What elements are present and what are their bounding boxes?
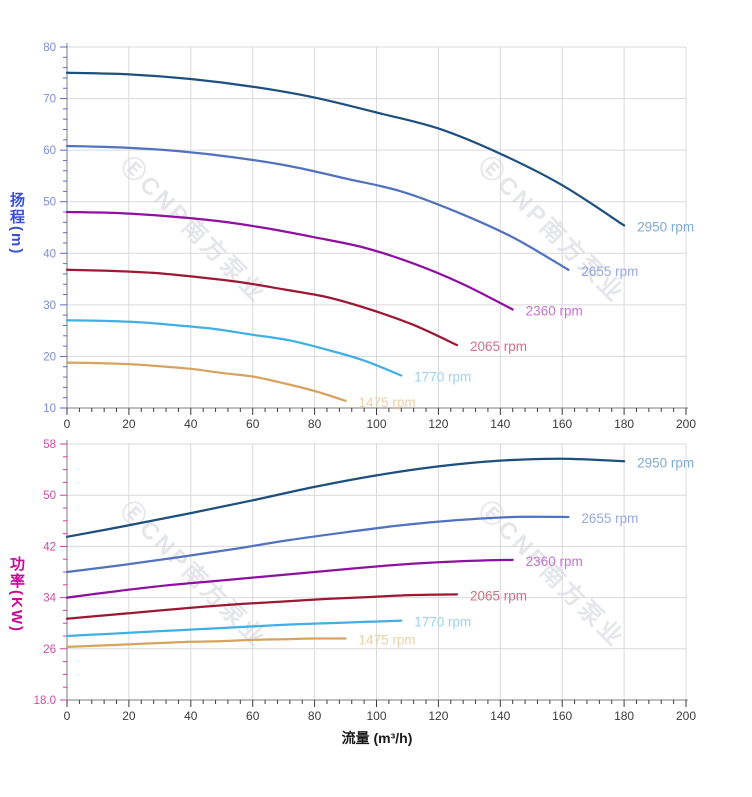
x-tick-label: 60 [246, 417, 260, 431]
y-tick-label: 26 [43, 644, 56, 656]
x-tick-label: 20 [122, 417, 136, 431]
x-tick-label: 180 [614, 417, 634, 431]
curve-label-1475-rpm: 1475 rpm [359, 633, 416, 648]
curve-label-1770-rpm: 1770 rpm [414, 615, 471, 630]
x-tick-label: 200 [676, 709, 696, 723]
curve-label-2655-rpm: 2655 rpm [581, 264, 638, 279]
head-axis-title: 扬程(m) [8, 192, 25, 256]
x-tick-label: 160 [552, 417, 572, 431]
y-tick-label: 40 [43, 248, 56, 260]
power-axis-title-text: 功率 [8, 556, 25, 590]
x-tick-label: 40 [184, 709, 198, 723]
curve-1475-rpm [65, 361, 347, 402]
x-tick-label: 120 [428, 417, 448, 431]
x-tick-label: 140 [490, 417, 510, 431]
curve-2655-rpm [65, 515, 570, 574]
curve-label-1475-rpm: 1475 rpm [359, 395, 416, 410]
x-tick-label: 100 [366, 417, 386, 431]
curve-2950-rpm [65, 457, 626, 538]
y-tick-label: 20 [43, 351, 56, 363]
x-tick-label: 180 [614, 709, 634, 723]
head-axis-unit: (m) [8, 226, 25, 256]
curve-label-2950-rpm: 2950 rpm [637, 455, 694, 470]
y-tick-label: 18.0 [34, 695, 56, 707]
curve-label-2065-rpm: 2065 rpm [470, 339, 527, 354]
x-tick-label: 80 [308, 709, 322, 723]
y-tick-label: 80 [43, 42, 56, 54]
curve-label-2950-rpm: 2950 rpm [637, 219, 694, 234]
power-axis-unit: (KW) [8, 590, 25, 633]
x-tick-label: 80 [308, 417, 322, 431]
x-tick-label: 140 [490, 709, 510, 723]
curve-1770-rpm [65, 319, 403, 377]
head-axis-title-text: 扬程 [8, 192, 25, 226]
x-tick-label: 200 [676, 417, 696, 431]
curve-1475-rpm [65, 637, 347, 649]
curve-label-1770-rpm: 1770 rpm [414, 370, 471, 385]
x-tick-label: 100 [366, 709, 386, 723]
x-tick-label: 0 [64, 417, 71, 431]
y-tick-label: 30 [43, 300, 56, 312]
power-axis-title: 功率(KW) [8, 556, 25, 633]
y-tick-label: 50 [43, 490, 56, 502]
flow-axis-title: 流量 (m³/h) [341, 730, 413, 746]
x-tick-label: 160 [552, 709, 572, 723]
y-tick-label: 70 [43, 94, 56, 106]
y-tick-label: 42 [43, 541, 56, 553]
curve-2360-rpm [65, 558, 514, 599]
x-tick-label: 20 [122, 709, 136, 723]
curve-2360-rpm [65, 210, 514, 311]
curve-2065-rpm [65, 268, 459, 347]
curve-2655-rpm [65, 144, 570, 271]
curve-2950-rpm [65, 71, 626, 227]
x-tick-label: 0 [64, 709, 71, 723]
curve-1770-rpm [65, 619, 403, 638]
x-tick-label: 120 [428, 709, 448, 723]
y-tick-label: 50 [43, 197, 56, 209]
watermark: ⒺCNP南方泵业 [115, 151, 272, 308]
y-tick-label: 58 [43, 439, 56, 451]
curve-label-2065-rpm: 2065 rpm [470, 588, 527, 603]
curve-label-2655-rpm: 2655 rpm [581, 511, 638, 526]
x-tick-label: 40 [184, 417, 198, 431]
curve-2065-rpm [65, 593, 459, 620]
y-tick-label: 34 [43, 593, 56, 605]
curve-label-2360-rpm: 2360 rpm [526, 303, 583, 318]
x-tick-label: 60 [246, 709, 260, 723]
y-tick-label: 10 [43, 403, 56, 415]
curve-label-2360-rpm: 2360 rpm [526, 554, 583, 569]
y-tick-label: 60 [43, 145, 56, 157]
